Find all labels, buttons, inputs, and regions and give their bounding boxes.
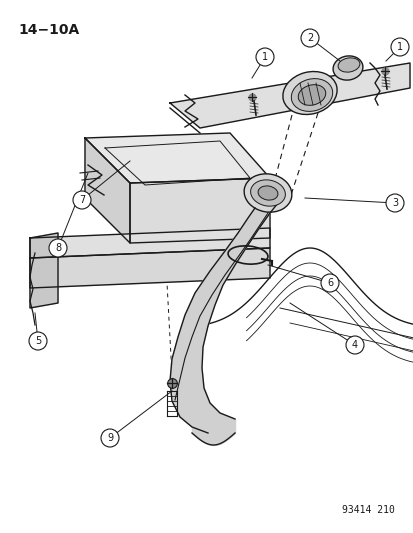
Text: 4: 4 — [351, 340, 357, 350]
Polygon shape — [30, 248, 269, 288]
Polygon shape — [30, 228, 269, 258]
Text: 14−10A: 14−10A — [18, 23, 79, 37]
Text: 8: 8 — [55, 243, 61, 253]
Ellipse shape — [337, 58, 359, 72]
Polygon shape — [85, 133, 269, 183]
Text: 2: 2 — [306, 33, 312, 43]
Ellipse shape — [332, 56, 362, 80]
Polygon shape — [170, 63, 409, 128]
Polygon shape — [130, 178, 269, 243]
Polygon shape — [30, 233, 58, 308]
Ellipse shape — [257, 186, 277, 200]
Ellipse shape — [250, 180, 285, 206]
Ellipse shape — [291, 78, 332, 111]
Circle shape — [390, 38, 408, 56]
Polygon shape — [85, 138, 130, 243]
Circle shape — [345, 336, 363, 354]
Circle shape — [101, 429, 119, 447]
Circle shape — [385, 194, 403, 212]
Circle shape — [255, 48, 273, 66]
Ellipse shape — [297, 85, 325, 106]
Circle shape — [300, 29, 318, 47]
Text: 1: 1 — [261, 52, 267, 62]
Polygon shape — [170, 203, 277, 433]
Ellipse shape — [244, 174, 291, 212]
Text: 6: 6 — [326, 278, 332, 288]
Text: 5: 5 — [35, 336, 41, 346]
Circle shape — [320, 274, 338, 292]
Ellipse shape — [282, 71, 336, 115]
Text: 7: 7 — [79, 195, 85, 205]
Circle shape — [49, 239, 67, 257]
Text: 3: 3 — [391, 198, 397, 208]
Text: 1: 1 — [396, 42, 402, 52]
Circle shape — [29, 332, 47, 350]
Text: 9: 9 — [107, 433, 113, 443]
Circle shape — [73, 191, 91, 209]
Text: 93414 210: 93414 210 — [341, 505, 394, 515]
